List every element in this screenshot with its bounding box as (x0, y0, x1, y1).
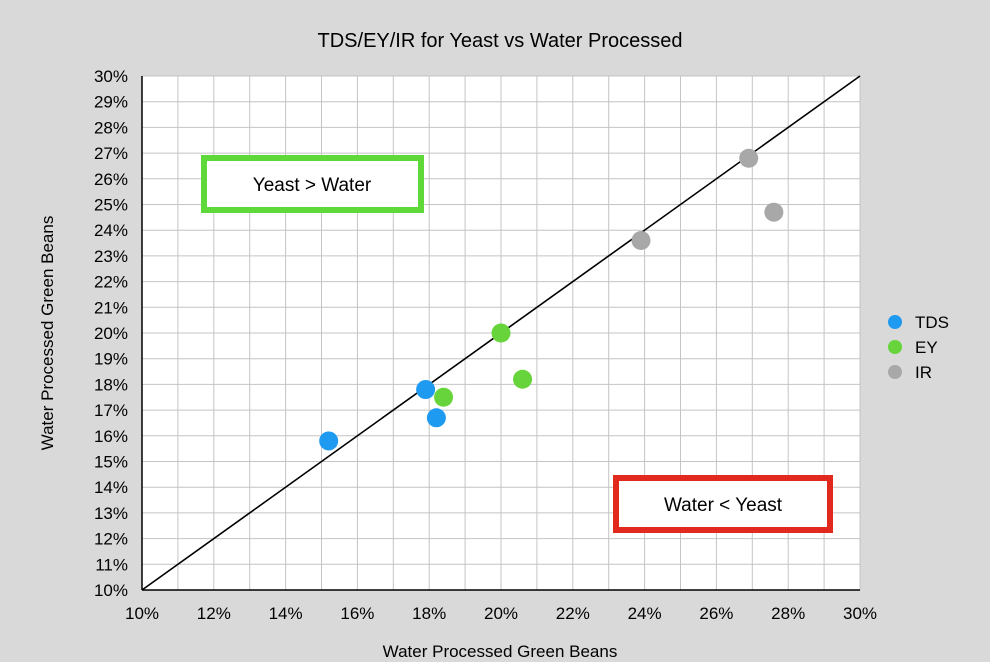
x-tick-label: 14% (269, 604, 303, 623)
x-tick-label: 12% (197, 604, 231, 623)
data-point-ir (739, 148, 759, 168)
y-tick-label: 19% (94, 350, 128, 369)
y-tick-label: 30% (94, 67, 128, 86)
y-tick-label: 27% (94, 144, 128, 163)
data-point-ir (631, 230, 651, 250)
data-point-ey (434, 387, 454, 407)
y-tick-label: 24% (94, 221, 128, 240)
annotation-yeast-greater-text: Yeast > Water (253, 175, 372, 196)
y-tick-label: 22% (94, 273, 128, 292)
y-tick-label: 18% (94, 375, 128, 394)
x-tick-label: 20% (484, 604, 518, 623)
y-tick-label: 15% (94, 453, 128, 472)
x-tick-label: 30% (843, 604, 877, 623)
y-tick-label: 29% (94, 93, 128, 112)
x-tick-label: 18% (412, 604, 446, 623)
y-axis-label: Water Processed Green Beans (38, 216, 57, 451)
data-point-ey (513, 369, 533, 389)
y-tick-label: 17% (94, 401, 128, 420)
x-tick-label: 24% (628, 604, 662, 623)
y-tick-label: 20% (94, 324, 128, 343)
legend-marker-tds (888, 315, 902, 329)
legend-marker-ir (888, 365, 902, 379)
x-tick-label: 26% (699, 604, 733, 623)
x-tick-label: 22% (556, 604, 590, 623)
x-axis-ticks: 10% 12% 14% 16% 18% 20% 22% 24% 26% 28% 30% (125, 604, 877, 623)
data-point-tds (416, 380, 436, 400)
y-tick-label: 14% (94, 478, 128, 497)
y-tick-label: 10% (94, 581, 128, 600)
y-tick-label: 13% (94, 504, 128, 523)
y-tick-label: 21% (94, 298, 128, 317)
data-points (319, 148, 784, 451)
y-tick-label: 28% (94, 118, 128, 137)
x-tick-label: 28% (771, 604, 805, 623)
legend: TDS EY IR (888, 313, 949, 382)
y-axis-ticks: 10% 11% 12% 13% 14% 15% 16% 17% 18% 19% 20% 21% 22% 2… (94, 67, 128, 600)
x-tick-label: 10% (125, 604, 159, 623)
y-tick-label: 11% (95, 555, 128, 574)
y-tick-label: 12% (94, 530, 128, 549)
chart-title: TDS/EY/IR for Yeast vs Water Processed (318, 30, 683, 52)
y-tick-label: 16% (94, 427, 128, 446)
data-point-ir (764, 202, 784, 222)
data-point-tds (426, 408, 446, 428)
y-tick-label: 26% (94, 170, 128, 189)
legend-marker-ey (888, 340, 902, 354)
data-point-tds (319, 431, 339, 451)
x-axis-label: Water Processed Green Beans (383, 642, 618, 661)
legend-label-ir: IR (915, 363, 932, 382)
data-point-ey (491, 323, 511, 343)
annotation-water-less: Water < Yeast (613, 475, 833, 533)
y-tick-label: 25% (94, 196, 128, 215)
annotation-yeast-greater: Yeast > Water (201, 155, 424, 213)
x-tick-label: 16% (340, 604, 374, 623)
legend-label-tds: TDS (915, 313, 949, 332)
legend-label-ey: EY (915, 338, 938, 357)
annotation-water-less-text: Water < Yeast (664, 495, 783, 516)
y-tick-label: 23% (94, 247, 128, 266)
